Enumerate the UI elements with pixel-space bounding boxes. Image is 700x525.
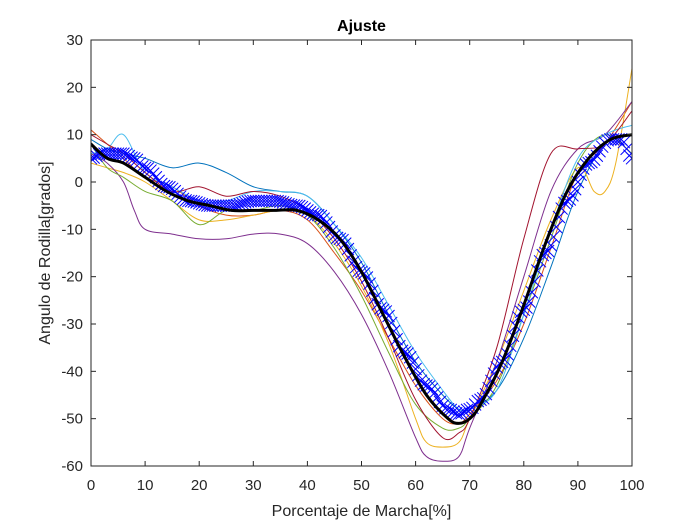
- x-axis-label: Porcentaje de Marcha[%]: [272, 503, 452, 520]
- data-marker: [625, 151, 632, 165]
- y-tick-label: -20: [61, 269, 83, 286]
- data-marker: [271, 194, 284, 208]
- series-line-1: [91, 134, 632, 412]
- y-tick-label: -10: [61, 221, 83, 238]
- data-marker: [230, 198, 244, 212]
- data-marker: [91, 151, 101, 164]
- data-marker: [114, 147, 128, 160]
- data-marker: [233, 197, 247, 211]
- y-tick-label: -40: [61, 363, 83, 380]
- data-marker: [309, 208, 322, 222]
- marker-series: [91, 133, 632, 421]
- y-tick-label: 10: [66, 127, 83, 144]
- data-marker: [617, 135, 631, 149]
- data-marker: [455, 406, 468, 420]
- axis-ticks: 0 10 20 30 40 50 60 70 80 90 1003020100-10-20-30-4…: [61, 32, 644, 494]
- data-marker: [238, 196, 252, 209]
- data-marker: [157, 179, 171, 193]
- plot-area: [91, 68, 632, 462]
- x-tick-label: 90: [570, 477, 587, 494]
- data-marker: [119, 147, 133, 161]
- data-marker: [273, 195, 287, 208]
- x-tick-label: 40: [299, 477, 316, 494]
- data-marker: [593, 144, 606, 158]
- data-marker: [620, 142, 632, 156]
- x-tick-label: 50: [353, 477, 370, 494]
- data-marker: [384, 316, 398, 330]
- x-tick-label: 20: [191, 477, 208, 494]
- series-line-4: [91, 101, 632, 462]
- data-marker: [582, 156, 596, 170]
- data-marker: [428, 386, 441, 400]
- x-tick-label: 100: [619, 477, 644, 494]
- y-axis-label: Angulo de Rodilla[grados]: [37, 161, 54, 344]
- data-marker: [430, 391, 444, 404]
- data-marker: [574, 168, 587, 182]
- chart-title: Ajuste: [337, 18, 386, 35]
- x-tick-label: 30: [245, 477, 262, 494]
- x-tick-label: 80: [515, 477, 532, 494]
- data-marker: [319, 216, 333, 229]
- data-marker: [279, 196, 293, 210]
- data-marker: [444, 403, 458, 417]
- fit-line: [91, 133, 632, 425]
- data-marker: [449, 406, 463, 420]
- x-tick-label: 70: [461, 477, 478, 494]
- y-tick-label: 20: [66, 79, 83, 96]
- y-tick-label: -50: [61, 411, 83, 428]
- y-tick-label: 0: [75, 174, 83, 191]
- y-tick-label: 30: [66, 32, 83, 49]
- y-tick-label: -30: [61, 316, 83, 333]
- data-marker: [268, 194, 282, 208]
- data-marker: [276, 196, 290, 209]
- x-tick-label: 60: [407, 477, 424, 494]
- data-marker: [146, 167, 160, 180]
- y-tick-label: -60: [61, 458, 83, 475]
- data-marker: [425, 382, 439, 396]
- x-tick-label: 10: [137, 477, 154, 494]
- data-marker: [282, 197, 295, 211]
- data-marker: [236, 196, 249, 210]
- x-tick-label: 0: [87, 477, 95, 494]
